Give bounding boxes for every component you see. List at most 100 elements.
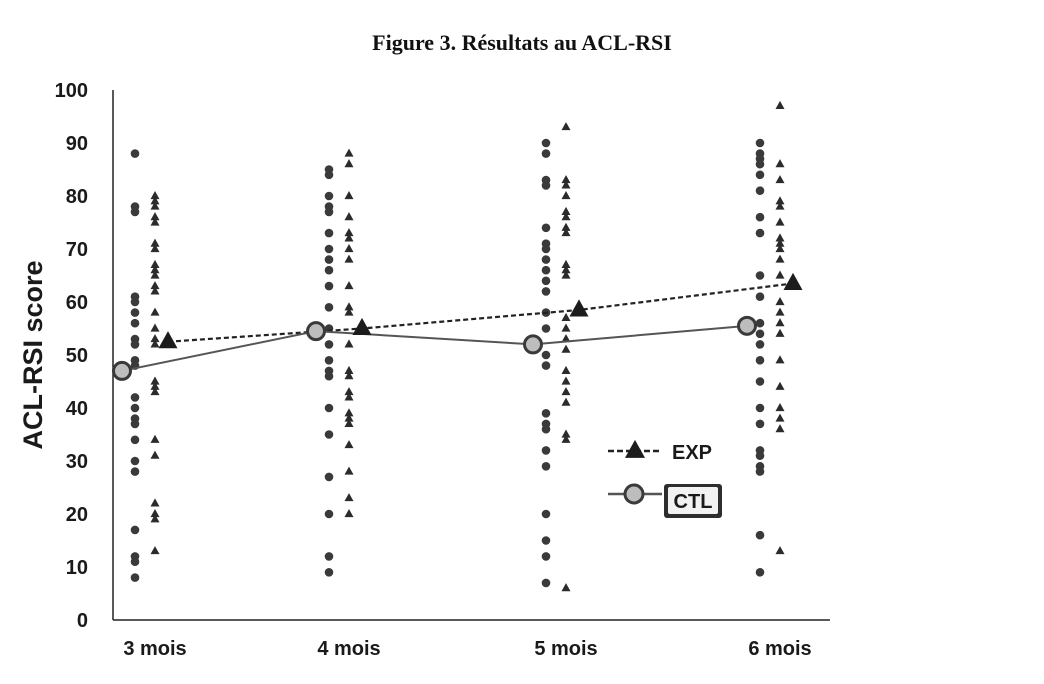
exp-data-point <box>561 259 571 268</box>
legend-exp-marker <box>625 439 645 458</box>
ctl-data-point <box>324 552 334 561</box>
exp-data-point <box>150 323 160 332</box>
exp-data-point <box>344 387 354 396</box>
y-tick-label: 70 <box>66 239 88 261</box>
exp-data-point <box>775 254 785 263</box>
ctl-data-point <box>130 393 140 402</box>
ctl-data-point <box>324 281 334 291</box>
exp-data-point <box>150 334 160 343</box>
ctl-data-point <box>541 361 551 370</box>
ctl-data-point <box>324 191 334 201</box>
mean-lines <box>121 282 794 372</box>
ctl-data-point <box>755 159 765 169</box>
exp-data-point <box>150 381 160 390</box>
ctl-data-point <box>130 557 140 566</box>
ctl-data-point <box>755 228 765 238</box>
ctl-data-point <box>324 207 334 217</box>
exp-data-point <box>775 233 785 242</box>
exp-data-point <box>561 323 571 332</box>
ctl-data-point <box>324 340 334 349</box>
exp-data-point <box>344 440 354 449</box>
ctl-mean-marker <box>737 315 757 336</box>
legend-ctl-label: CTL <box>674 491 713 513</box>
exp-data-point <box>150 265 160 274</box>
exp-data-point <box>150 196 160 205</box>
x-tick-label: 5 mois <box>534 638 597 660</box>
ctl-data-point <box>130 419 140 429</box>
exp-data-point <box>150 270 160 279</box>
y-tick-label: 80 <box>66 186 88 208</box>
exp-data-point <box>561 190 571 200</box>
axes <box>112 90 830 621</box>
ctl-data-point <box>755 318 765 328</box>
exp-data-point <box>344 190 354 200</box>
exp-mean-marker <box>783 272 803 290</box>
ctl-data-point <box>130 525 140 535</box>
ctl-data-point <box>755 340 765 349</box>
exp-data-point <box>344 159 354 168</box>
ctl-data-point <box>130 318 140 328</box>
ctl-data-point <box>541 552 551 561</box>
y-tick-label: 90 <box>66 133 88 155</box>
exp-data-point <box>344 281 354 290</box>
exp-data-point <box>150 514 160 523</box>
exp-data-point <box>344 508 354 518</box>
exp-data-point <box>150 238 160 247</box>
y-ticks: 0 10 20 30 40 50 60 70 80 90 100 <box>55 80 88 632</box>
exp-data-point <box>775 217 785 226</box>
exp-data-point <box>150 201 160 210</box>
exp-data-point <box>561 212 571 221</box>
ctl-data-point <box>755 451 765 461</box>
ctl-data-point <box>541 536 551 545</box>
ctl-data-point <box>130 340 140 349</box>
ctl-data-point <box>130 297 140 307</box>
ctl-data-point <box>324 228 334 238</box>
exp-data-point <box>150 546 160 555</box>
legend-ctl-marker <box>623 483 645 505</box>
exp-data-point <box>344 371 354 380</box>
exp-mean-line <box>167 282 794 343</box>
exp-data-point <box>150 259 160 268</box>
ctl-data-point <box>755 530 765 540</box>
ctl-data-point <box>755 356 765 365</box>
exp-data-point <box>344 392 354 401</box>
data-points <box>130 100 785 592</box>
ctl-data-point <box>541 244 551 254</box>
ctl-data-point <box>541 462 551 471</box>
ctl-data-point <box>130 149 140 158</box>
exp-data-point <box>775 318 785 327</box>
ctl-data-point <box>324 371 334 381</box>
ctl-data-point <box>541 223 551 233</box>
exp-data-point <box>344 408 354 417</box>
exp-data-point <box>561 334 571 343</box>
ctl-data-point <box>755 138 765 148</box>
mean-markers <box>112 272 803 381</box>
exp-data-point <box>561 434 571 443</box>
chart-title: Figure 3. Résultats au ACL-RSI <box>372 30 672 55</box>
ctl-data-point <box>324 170 334 180</box>
y-tick-label: 30 <box>66 451 88 473</box>
ctl-data-point <box>130 467 140 476</box>
exp-data-point <box>775 270 785 279</box>
exp-data-point <box>344 365 354 374</box>
y-tick-label: 100 <box>55 80 88 102</box>
ctl-data-point <box>324 568 334 577</box>
y-tick-label: 20 <box>66 504 88 526</box>
ctl-data-point <box>541 409 551 418</box>
exp-data-point <box>561 222 571 231</box>
ctl-data-point <box>130 308 140 317</box>
x-tick-label: 4 mois <box>317 638 380 660</box>
ctl-data-point <box>324 356 334 365</box>
exp-data-point <box>150 434 160 443</box>
exp-data-point <box>561 387 571 396</box>
y-tick-label: 60 <box>66 292 88 314</box>
ctl-data-point <box>541 276 551 286</box>
exp-data-point <box>150 243 160 253</box>
ctl-data-point <box>541 149 551 158</box>
y-tick-label: 50 <box>66 345 88 367</box>
ctl-data-point <box>324 403 334 413</box>
exp-data-point <box>561 583 571 592</box>
exp-data-point <box>344 466 354 475</box>
ctl-data-point <box>130 456 140 466</box>
x-ticks: 3 mois 4 mois 5 mois 6 mois <box>123 638 811 660</box>
